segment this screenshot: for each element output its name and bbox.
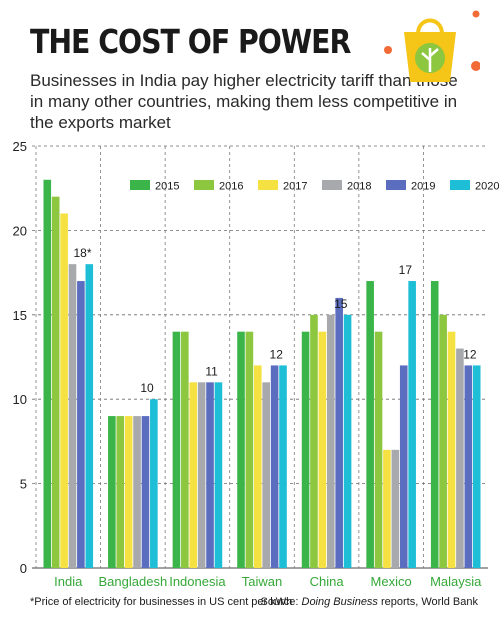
bar	[301, 331, 310, 568]
legend-swatch	[386, 180, 406, 190]
bar	[391, 449, 400, 568]
bar	[181, 331, 189, 568]
legend-swatch	[130, 180, 150, 190]
logo-bag-handle	[416, 18, 444, 35]
shopping-bag-leaf-icon	[384, 10, 480, 82]
bar	[197, 382, 206, 568]
bar	[172, 331, 181, 568]
category-label: Malaysia	[430, 574, 482, 589]
category-label: China	[310, 574, 345, 589]
bar	[116, 416, 125, 568]
logo-leaf	[421, 48, 439, 72]
category-label: Mexico	[371, 574, 412, 589]
legend-label: 2016	[219, 181, 243, 193]
legend-label: 2015	[155, 181, 179, 193]
bar	[335, 297, 343, 568]
bar	[77, 281, 85, 568]
bar	[245, 331, 254, 568]
logo-dot	[471, 61, 480, 71]
bar	[456, 348, 464, 568]
bar	[214, 382, 223, 568]
bar	[237, 331, 245, 568]
data-label: 12	[463, 347, 477, 361]
bar	[366, 281, 374, 568]
source-note: Source: Doing Business reports, World Ba…	[261, 596, 478, 608]
legend-label: 2018	[347, 181, 371, 193]
bar	[439, 314, 447, 568]
bar	[262, 382, 270, 568]
data-label: 10	[140, 381, 154, 395]
data-label: 11	[205, 364, 218, 378]
source-prefix: Source:	[260, 596, 302, 608]
category-label: Indonesia	[169, 574, 226, 589]
bar	[124, 416, 133, 568]
bar	[254, 365, 262, 568]
bar	[472, 365, 481, 568]
bar	[310, 314, 318, 568]
bar	[108, 416, 116, 568]
bar	[43, 179, 52, 568]
y-tick-label: 15	[13, 308, 27, 323]
bar	[206, 382, 214, 568]
source-rest: reports, World Bank	[377, 596, 478, 608]
data-label: 15	[334, 297, 348, 311]
subtitle: Businesses in India pay higher electrici…	[30, 71, 458, 132]
y-tick-label: 0	[20, 561, 27, 576]
bar	[189, 382, 198, 568]
bar	[270, 365, 279, 568]
legend-label: 2017	[283, 181, 307, 193]
category-label: Bangladesh	[99, 574, 168, 589]
y-tick-label: 5	[20, 477, 27, 492]
bar	[408, 281, 416, 568]
bar	[318, 331, 327, 568]
legend-label: 2020	[475, 181, 499, 193]
legend-swatch	[194, 180, 214, 190]
legend-swatch	[258, 180, 278, 190]
bar	[447, 331, 456, 568]
bar	[141, 416, 150, 568]
bar	[383, 449, 391, 568]
source-italic: Doing Business	[301, 596, 378, 608]
bar	[60, 213, 68, 568]
bar	[68, 264, 77, 568]
y-tick-label: 10	[13, 392, 27, 407]
bar	[85, 264, 94, 568]
bar	[150, 399, 158, 568]
logo-dot	[384, 46, 392, 54]
y-tick-label: 20	[13, 223, 27, 238]
logo-dot	[472, 10, 480, 18]
category-label: Taiwan	[242, 574, 282, 589]
bar	[399, 365, 408, 568]
bar-chart: 0 5 10 15 20 25 18* India 10 Bangladesh 11 Indonesi…	[13, 139, 500, 589]
footnote: *Price of electricity for businesses in …	[30, 596, 293, 608]
data-label: 17	[399, 263, 413, 277]
bar	[326, 314, 335, 568]
data-label: 18*	[73, 246, 91, 260]
category-label: India	[54, 574, 83, 589]
legend-label: 2019	[411, 181, 435, 193]
bar	[51, 196, 60, 568]
legend-swatch	[450, 180, 470, 190]
bar	[430, 281, 439, 568]
bar	[464, 365, 473, 568]
legend-swatch	[322, 180, 342, 190]
page-title: THE COST OF POWER	[30, 22, 351, 61]
data-label: 12	[270, 347, 284, 361]
bar	[343, 314, 352, 568]
bar	[374, 331, 383, 568]
bar	[133, 416, 141, 568]
y-tick-label: 25	[13, 139, 27, 154]
bar	[279, 365, 287, 568]
